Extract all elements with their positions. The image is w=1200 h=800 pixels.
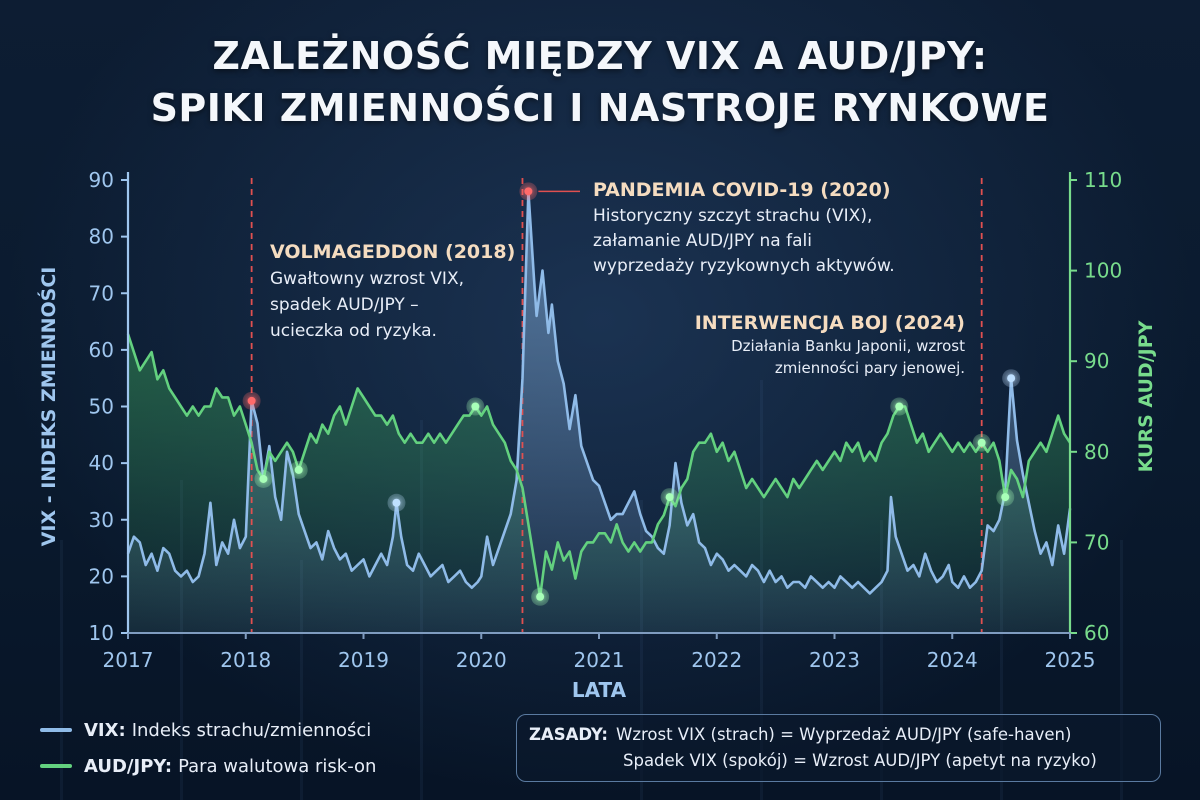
left-axis-tick-label: 60 xyxy=(89,338,114,362)
chart-title-line2: SPIKI ZMIENNOŚCI I NASTROJE RYNKOWE xyxy=(150,86,1050,130)
right-axis-tick-label: 100 xyxy=(1084,259,1122,283)
audjpy-highlight-point xyxy=(665,493,674,502)
right-axis-tick-label: 110 xyxy=(1084,168,1122,192)
audjpy-highlight-point xyxy=(895,402,904,411)
event-1-text: Gwałtowny wzrost VIX, xyxy=(270,269,464,289)
left-axis-tick-label: 10 xyxy=(89,621,114,645)
vix-series-line xyxy=(126,190,1072,595)
left-axis-tick-label: 20 xyxy=(89,564,114,588)
axes: 10 20 30 40 50 60 70 80 90 60 70 80 90 100 110 2017 2018… xyxy=(36,168,1157,702)
right-axis-tick-label: 70 xyxy=(1084,530,1109,554)
chart-title: ZALEŻNOŚĆ MIĘDZY VIX A AUD/JPY: SPIKI ZM… xyxy=(0,30,1200,134)
legend-key-audjpy: AUD/JPY: xyxy=(84,755,173,777)
legend-item-audjpy: AUD/JPY: Para walutowa risk-on xyxy=(40,748,376,784)
legend-key-vix: VIX: xyxy=(84,719,126,741)
event-2-text: wyprzedaży ryzykownych aktywów. xyxy=(593,256,895,276)
x-axis-tick-label: 2018 xyxy=(220,648,271,672)
x-axis-tick-label: 2022 xyxy=(691,648,742,672)
right-axis-label: KURS AUD/JPY xyxy=(1135,320,1157,472)
left-axis-tick-label: 70 xyxy=(89,281,114,305)
event-2-title: PANDEMIA COVID-19 (2020) xyxy=(593,179,891,201)
x-axis-label: LATA xyxy=(572,678,627,702)
x-axis-tick-label: 2017 xyxy=(103,648,154,672)
audjpy-series-line xyxy=(126,333,1072,599)
event-3-text: Działania Banku Japonii, wzrost xyxy=(731,337,965,355)
x-axis-tick-label: 2024 xyxy=(927,648,978,672)
audjpy-highlight-point xyxy=(471,402,480,411)
left-axis-label: VIX - INDEKS ZMIENNOŚCI xyxy=(36,267,60,547)
event-annotations: VOLMAGEDDON (2018) Gwałtowny wzrost VIX, s… xyxy=(270,179,965,377)
left-axis-tick-label: 30 xyxy=(89,508,114,532)
left-axis-tick-label: 80 xyxy=(89,225,114,249)
legend-swatch-audjpy xyxy=(40,764,72,768)
x-axis-tick-label: 2021 xyxy=(574,648,625,672)
legend-item-vix: VIX: Indeks strachu/zmienności xyxy=(40,712,376,748)
audjpy-highlight-point xyxy=(294,465,303,474)
event-2-text: Historyczny szczyt strachu (VIX), xyxy=(593,206,872,226)
rules-line-1: ZASADY: Wzrost VIX (strach) = Wyprzedaż … xyxy=(529,722,1148,748)
rules-text-2: Spadek VIX (spokój) = Wzrost AUD/JPY (ap… xyxy=(623,751,1097,770)
left-axis-tick-label: 40 xyxy=(89,451,114,475)
audjpy-highlight-point xyxy=(536,592,545,601)
legend: VIX: Indeks strachu/zmienności AUD/JPY: … xyxy=(40,712,376,784)
audjpy-highlight-point xyxy=(259,474,268,483)
event-3-title: INTERWENCJA BOJ (2024) xyxy=(695,312,965,334)
right-axis-tick-label: 80 xyxy=(1084,440,1109,464)
audjpy-highlight-point xyxy=(1001,493,1010,502)
chart-title-line1: ZALEŻNOŚĆ MIĘDZY VIX A AUD/JPY: xyxy=(212,34,988,78)
rules-key: ZASADY: xyxy=(529,725,608,744)
left-axis-tick-label: 50 xyxy=(89,395,114,419)
x-axis-tick-label: 2025 xyxy=(1045,648,1096,672)
legend-text-audjpy: Para walutowa risk-on xyxy=(178,755,377,777)
event-3-text: zmienności pary jenowej. xyxy=(775,359,965,377)
highlight-points xyxy=(242,182,1021,606)
audjpy-highlight-point xyxy=(977,438,986,447)
x-axis-tick-label: 2023 xyxy=(809,648,860,672)
event-lines xyxy=(250,178,983,633)
x-axis-tick-label: 2020 xyxy=(456,648,507,672)
right-axis-tick-label: 90 xyxy=(1084,349,1109,373)
vix-highlight-point xyxy=(524,187,533,196)
legend-swatch-vix xyxy=(40,728,72,732)
x-axis-tick-label: 2019 xyxy=(338,648,389,672)
vix-highlight-point xyxy=(1007,374,1016,383)
right-axis-tick-label: 60 xyxy=(1084,621,1109,645)
event-1-text: spadek AUD/JPY – xyxy=(270,295,419,315)
vix-highlight-point xyxy=(247,396,256,405)
event-1-text: ucieczka od ryzyka. xyxy=(270,321,437,341)
series-lines xyxy=(126,190,1072,599)
rules-text-1: Wzrost VIX (strach) = Wyprzedaż AUD/JPY … xyxy=(616,725,1072,744)
event-1-title: VOLMAGEDDON (2018) xyxy=(270,241,515,263)
rules-box: ZASADY: Wzrost VIX (strach) = Wyprzedaż … xyxy=(516,714,1161,782)
vix-highlight-point xyxy=(392,498,401,507)
event-2-text: załamanie AUD/JPY na fali xyxy=(593,231,812,251)
left-axis-tick-label: 90 xyxy=(89,168,114,192)
legend-text-vix: Indeks strachu/zmienności xyxy=(131,719,372,741)
